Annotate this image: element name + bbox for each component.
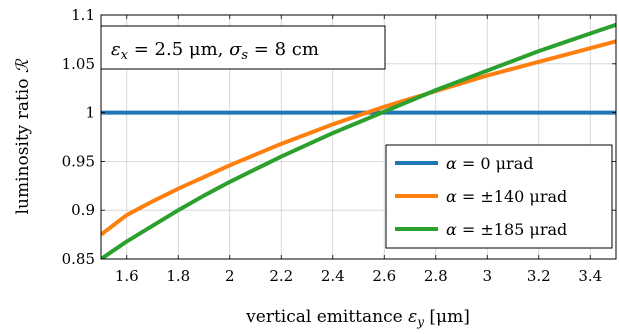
legend-alpha-symbol-0: α (446, 154, 457, 173)
x-tick-label: 3.4 (578, 267, 602, 285)
x-tick-label: 3.2 (527, 267, 551, 285)
y-tick-label: 1 (85, 104, 95, 122)
y-tick-label: 1.1 (71, 6, 95, 24)
legend-alpha-value-1: = ±140 μrad (457, 187, 567, 206)
x-tick-label: 1.8 (166, 267, 190, 285)
annotation-eps-symbol: ε (111, 39, 121, 60)
x-axis-title: vertical emittance εy [μm] (245, 307, 470, 329)
legend-label-alpha-0: α = 0 μrad (446, 154, 533, 173)
x-axis-title-prefix: vertical emittance (245, 307, 408, 327)
y-tick-label: 1.05 (62, 55, 95, 73)
legend: α = 0 μrad α = ±140 μrad α = ±185 μrad (385, 144, 613, 249)
legend-label-alpha-140: α = ±140 μrad (446, 187, 567, 206)
x-tick-label: 2.8 (424, 267, 448, 285)
x-tick-label: 2.4 (321, 267, 345, 285)
y-tick-label: 0.9 (71, 201, 95, 219)
legend-label-alpha-185: α = ±185 μrad (446, 220, 567, 239)
annotation-eps-value: = 2.5 μm, (128, 39, 229, 60)
x-axis-title-unit: [μm] (424, 307, 470, 327)
annotation-box: εx = 2.5 μm, σs = 8 cm (100, 25, 386, 70)
series-line-alpha-140 (101, 39, 616, 237)
x-tick-label: 2.2 (269, 267, 293, 285)
annotation-sigma-symbol: σ (229, 39, 242, 60)
series-layer (101, 22, 616, 259)
legend-alpha-symbol-2: α (446, 220, 457, 239)
annotation-eps-sub: x (121, 48, 129, 63)
legend-alpha-value-2: = ±185 μrad (457, 220, 567, 239)
series-line-alpha-185 (101, 22, 616, 259)
x-tick-label: 2.6 (372, 267, 396, 285)
y-axis-title-prefix: luminosity ratio (13, 73, 33, 214)
x-tick-label: 3 (482, 267, 492, 285)
y-axis-title-symbol: ℛ (13, 58, 33, 73)
y-tick-label: 0.95 (62, 152, 95, 170)
y-tick-label: 0.85 (62, 250, 95, 268)
legend-alpha-value-0: = 0 μrad (457, 154, 534, 173)
x-tick-label: 2 (225, 267, 235, 285)
x-tick-label: 1.6 (115, 267, 139, 285)
axis-ticks: 1.6 1.8 2 2.2 2.4 2.6 2.8 3 3.2 3.4 0.85 0.9 0.95 1 1.… (62, 6, 616, 285)
y-axis-title: luminosity ratio ℛ (13, 58, 33, 214)
legend-alpha-symbol-1: α (446, 187, 457, 206)
plot-frame (100, 14, 617, 260)
x-axis-title-symbol: ε (408, 307, 417, 327)
annotation-sigma-sub: s (241, 48, 248, 63)
annotation-frame (100, 25, 386, 70)
annotation-sigma-value: = 8 cm (248, 39, 319, 60)
x-axis-title-sub: y (416, 315, 424, 329)
annotation-text: εx = 2.5 μm, σs = 8 cm (111, 39, 319, 63)
